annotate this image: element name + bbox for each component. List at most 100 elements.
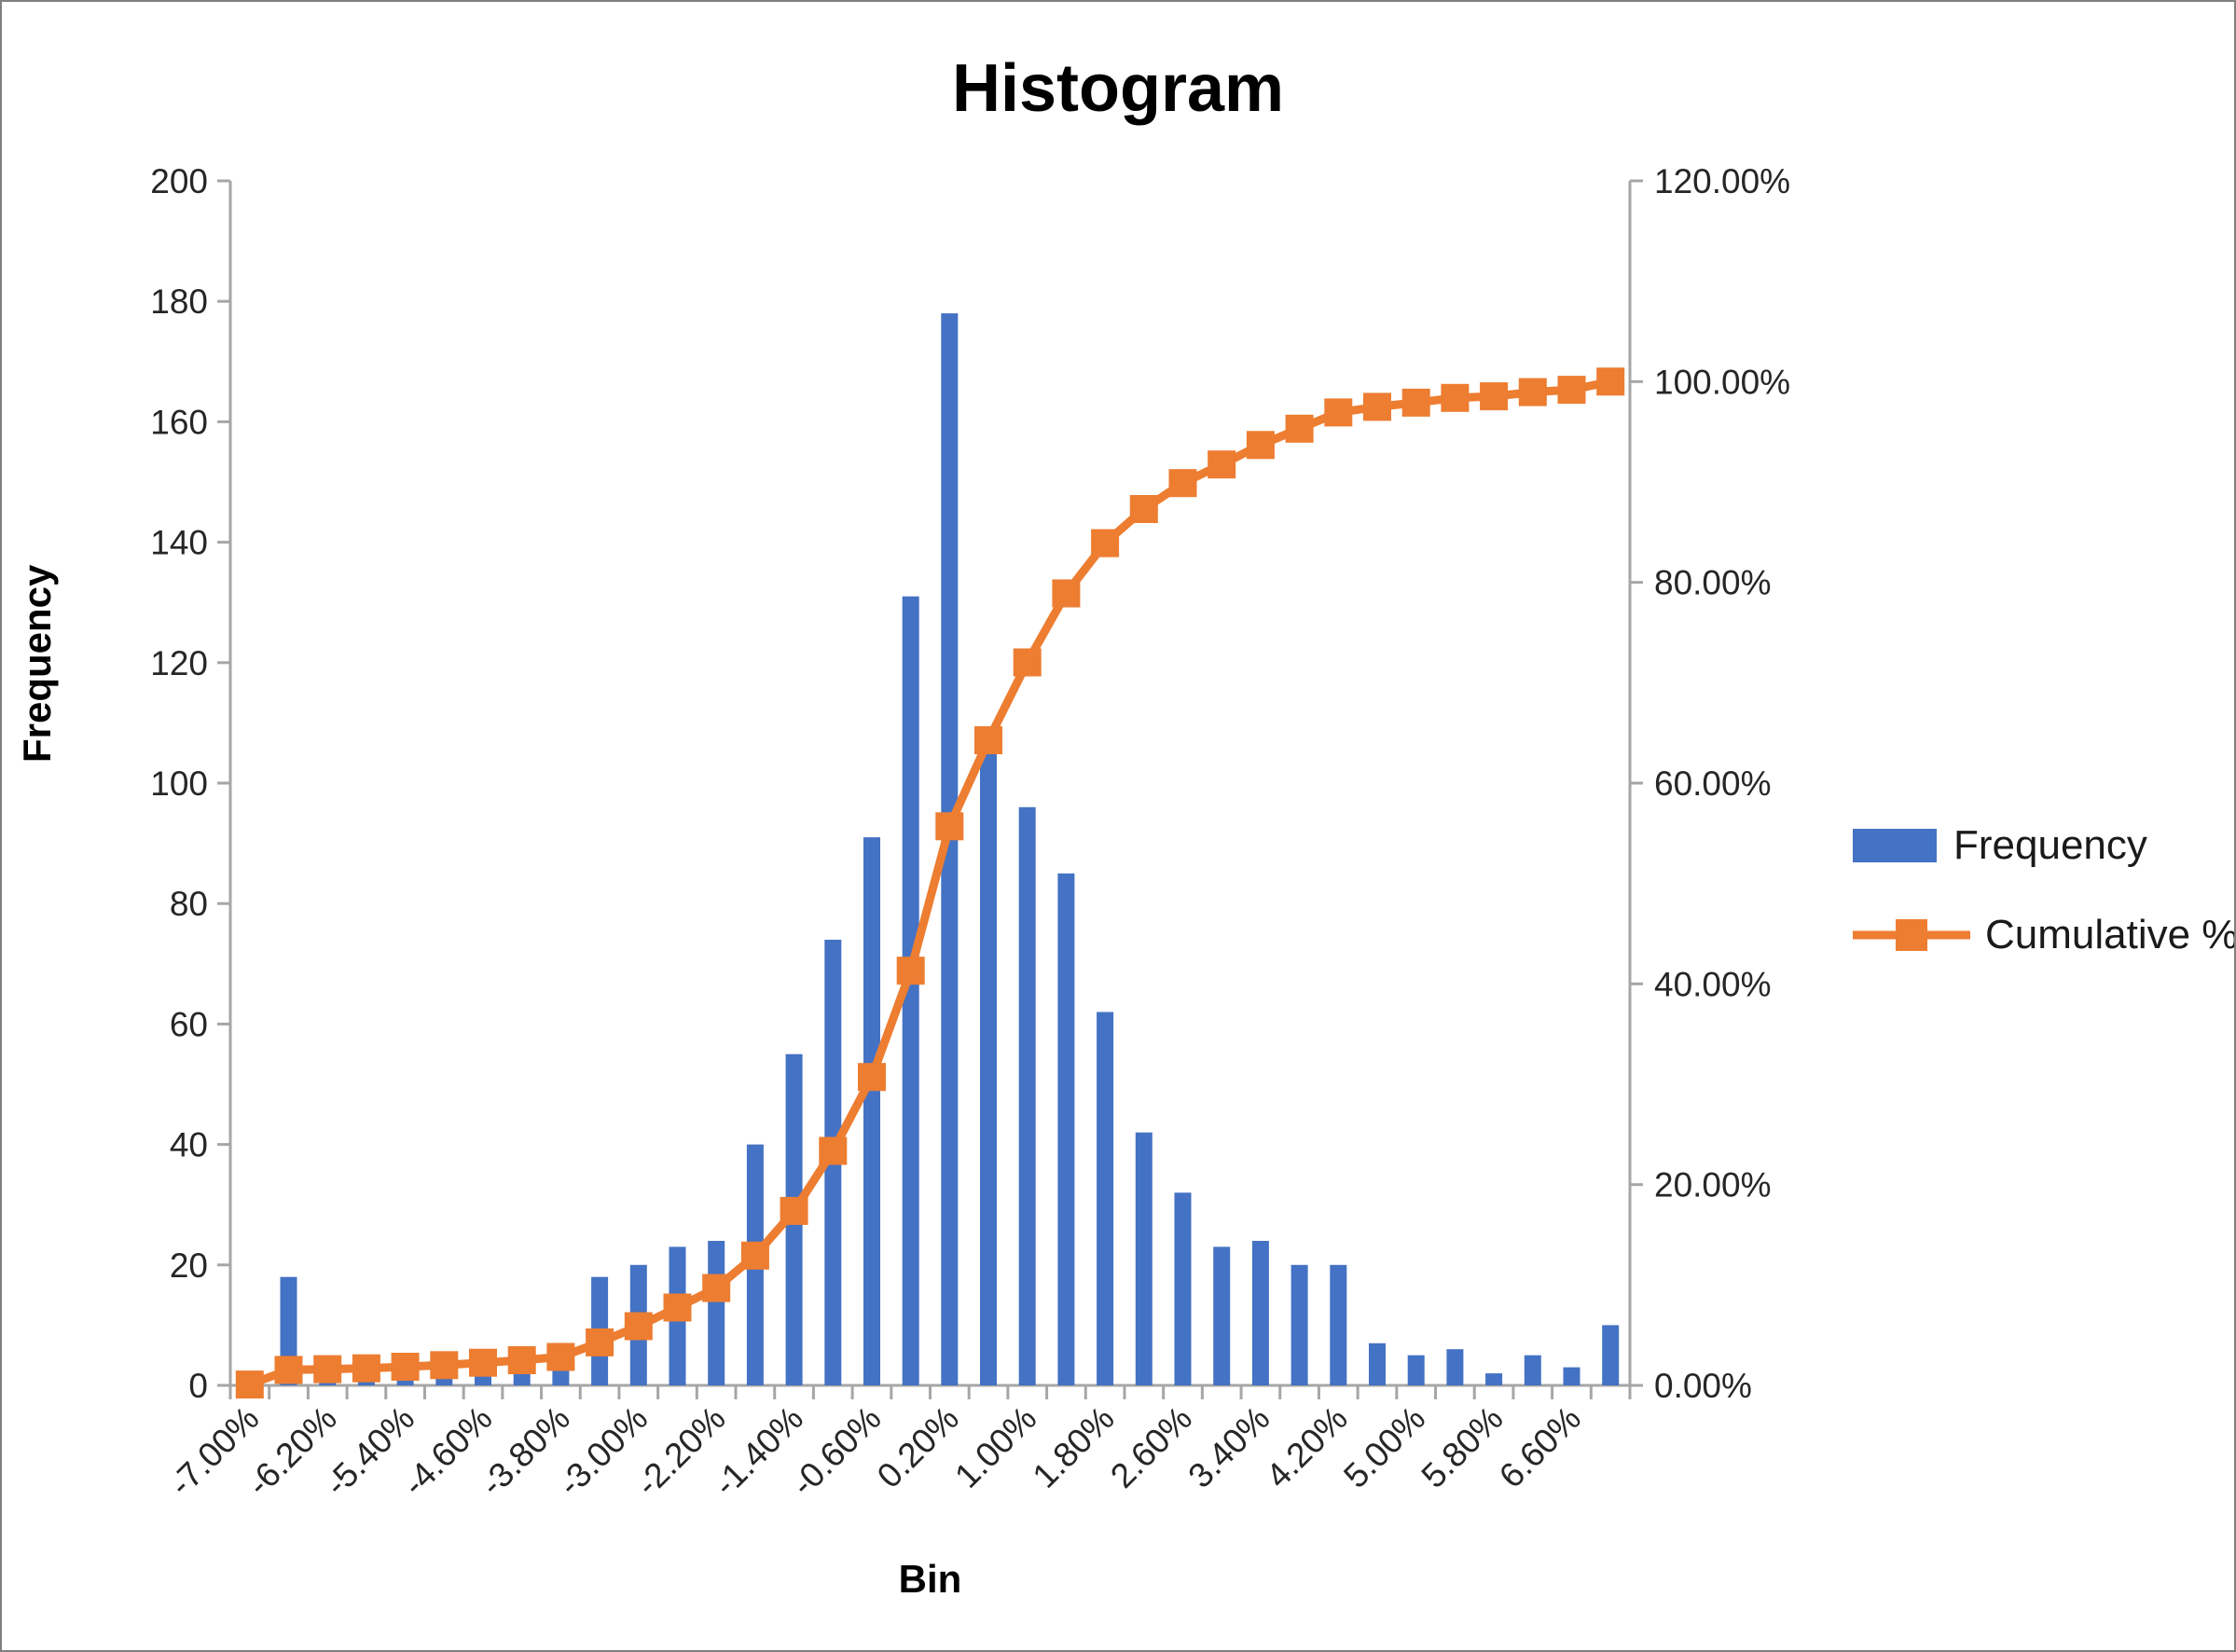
x-tick-label: 5.00% <box>1336 1399 1432 1495</box>
frequency-bar[interactable] <box>1018 806 1036 1385</box>
cumulative-marker[interactable] <box>1246 431 1275 460</box>
cumulative-marker[interactable] <box>1596 367 1625 396</box>
frequency-bar[interactable] <box>863 837 880 1385</box>
y-left-tick-label: 120 <box>150 644 208 682</box>
cumulative-marker[interactable] <box>391 1353 420 1381</box>
y-left-tick-label: 140 <box>150 524 208 562</box>
cumulative-marker[interactable] <box>235 1370 264 1399</box>
frequency-bar[interactable] <box>1524 1355 1541 1385</box>
cumulative-swatch-icon <box>1853 919 1970 951</box>
cumulative-marker[interactable] <box>1480 382 1509 411</box>
x-axis-title[interactable]: Bin <box>898 1557 962 1601</box>
y-right-tick-label: 100.00% <box>1654 363 1790 401</box>
frequency-bar[interactable] <box>1097 1012 1114 1386</box>
x-tick-label: 0.20% <box>870 1399 966 1495</box>
frequency-bar[interactable] <box>980 747 997 1385</box>
x-tick-label: 4.20% <box>1259 1399 1355 1495</box>
frequency-bar[interactable] <box>1485 1373 1503 1385</box>
y-right-tick-label: 60.00% <box>1654 764 1772 803</box>
cumulative-marker[interactable] <box>274 1356 303 1384</box>
y-right-tick-label: 40.00% <box>1654 965 1772 1003</box>
frequency-bars[interactable] <box>241 313 1620 1386</box>
x-tick-label: 3.40% <box>1180 1399 1277 1495</box>
cumulative-polyline[interactable] <box>248 377 1612 1389</box>
frequency-bar[interactable] <box>1135 1132 1153 1385</box>
y-left-tick-label: 80 <box>170 885 208 923</box>
cumulative-marker[interactable] <box>1401 388 1430 417</box>
frequency-bar[interactable] <box>1251 1241 1269 1385</box>
cumulative-marker[interactable] <box>1285 414 1314 443</box>
frequency-bar[interactable] <box>1446 1349 1464 1385</box>
cumulative-marker[interactable] <box>1324 398 1353 427</box>
cumulative-marker[interactable] <box>858 1063 886 1092</box>
cumulative-marker[interactable] <box>624 1312 653 1341</box>
cumulative-marker[interactable] <box>780 1196 808 1225</box>
cumulative-marker[interactable] <box>935 812 964 841</box>
cumulative-marker[interactable] <box>819 1136 848 1165</box>
legend-label: Cumulative % <box>1985 912 2236 957</box>
x-tick-label: 5.80% <box>1415 1399 1511 1495</box>
cumulative-marker[interactable] <box>702 1273 731 1302</box>
cumulative-marker[interactable] <box>1363 392 1391 421</box>
cumulative-line[interactable] <box>235 367 1625 1399</box>
y-right-tick-label: 80.00% <box>1654 564 1772 602</box>
frequency-bar[interactable] <box>941 313 959 1386</box>
axis-tick-labels: 0 20 40 60 80 100 120 140 160 180 200 0.00% 20.00% 40… <box>150 162 1790 1504</box>
y-left-tick-label: 200 <box>150 162 208 200</box>
cumulative-marker[interactable] <box>974 726 1002 754</box>
x-tick-label: 2.60% <box>1103 1399 1199 1495</box>
cumulative-marker[interactable] <box>430 1351 459 1380</box>
y-left-tick-label: 180 <box>150 282 208 321</box>
cumulative-marker[interactable] <box>1091 529 1120 558</box>
frequency-bar[interactable] <box>1174 1192 1192 1385</box>
y-left-tick-label: 160 <box>150 403 208 441</box>
cumulative-marker[interactable] <box>740 1241 769 1270</box>
cumulative-marker[interactable] <box>1052 579 1081 608</box>
cumulative-marker[interactable] <box>1168 469 1197 498</box>
frequency-bar[interactable] <box>902 596 919 1385</box>
frequency-bar[interactable] <box>1291 1264 1308 1385</box>
cumulative-marker[interactable] <box>1557 376 1586 405</box>
cumulative-marker[interactable] <box>1518 378 1547 406</box>
x-tick-label: 1.00% <box>947 1399 1043 1495</box>
axes <box>217 179 1643 1399</box>
cumulative-marker[interactable] <box>1013 648 1042 677</box>
legend-item-cumulative[interactable]: Cumulative % <box>1853 912 2234 958</box>
cumulative-marker[interactable] <box>469 1348 497 1377</box>
legend-item-frequency[interactable]: Frequency <box>1853 822 2226 869</box>
cumulative-marker[interactable] <box>1208 450 1236 479</box>
cumulative-marker[interactable] <box>507 1346 536 1374</box>
frequency-bar[interactable] <box>357 1379 375 1386</box>
y-right-tick-label: 0.00% <box>1654 1367 1752 1405</box>
frequency-swatch-icon <box>1853 829 1937 862</box>
frequency-bar[interactable] <box>1330 1264 1347 1385</box>
y-left-tick-label: 40 <box>170 1126 208 1164</box>
cumulative-marker[interactable] <box>313 1355 342 1384</box>
x-tick-label: 1.80% <box>1026 1399 1122 1495</box>
chart-title[interactable]: Histogram <box>951 51 1285 126</box>
cumulative-marker[interactable] <box>352 1354 380 1383</box>
cumulative-marker[interactable] <box>546 1342 575 1371</box>
frequency-bar[interactable] <box>1057 873 1075 1385</box>
legend[interactable]: Frequency Cumulative % <box>1853 822 2234 958</box>
x-tick-label: 6.60% <box>1492 1399 1588 1495</box>
y-left-tick-label: 0 <box>188 1367 208 1405</box>
y-left-tick-label: 100 <box>150 764 208 803</box>
frequency-bar[interactable] <box>1369 1342 1386 1385</box>
legend-label: Frequency <box>1953 822 2147 868</box>
y-left-tick-label: 20 <box>170 1246 208 1285</box>
y-right-tick-label: 20.00% <box>1654 1166 1772 1205</box>
cumulative-marker[interactable] <box>1441 383 1470 412</box>
frequency-bar[interactable] <box>1602 1325 1620 1385</box>
cumulative-marker[interactable] <box>1129 495 1158 523</box>
frequency-bar[interactable] <box>708 1241 725 1385</box>
cumulative-marker[interactable] <box>663 1293 692 1322</box>
frequency-bar[interactable] <box>1407 1355 1425 1385</box>
cumulative-marker[interactable] <box>896 957 925 985</box>
y-right-tick-label: 120.00% <box>1654 162 1790 200</box>
frequency-bar[interactable] <box>1213 1246 1231 1385</box>
frequency-bar[interactable] <box>1563 1367 1580 1385</box>
cumulative-marker[interactable] <box>586 1328 614 1356</box>
